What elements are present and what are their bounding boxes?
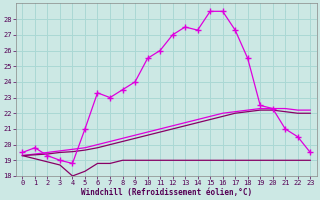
X-axis label: Windchill (Refroidissement éolien,°C): Windchill (Refroidissement éolien,°C) <box>81 188 252 197</box>
